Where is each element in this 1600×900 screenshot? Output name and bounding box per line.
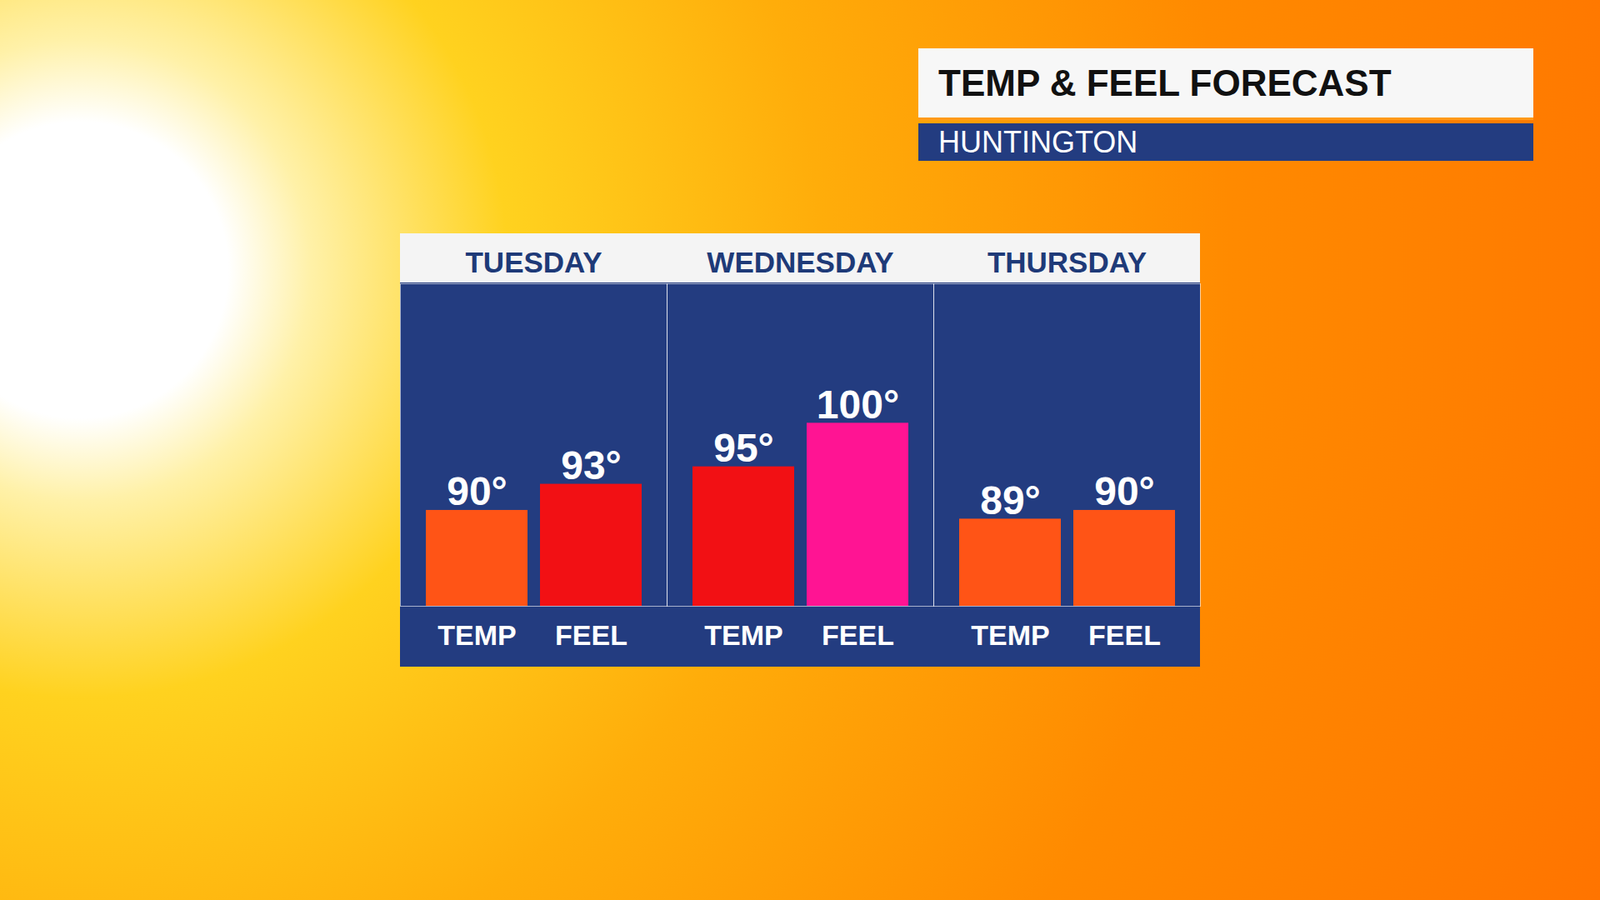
svg-text:FEEL: FEEL	[555, 619, 628, 651]
svg-text:100°: 100°	[816, 382, 900, 427]
svg-text:95°: 95°	[713, 425, 775, 470]
svg-text:THURSDAY: THURSDAY	[987, 245, 1147, 279]
svg-text:FEEL: FEEL	[1088, 619, 1161, 651]
svg-text:FEEL: FEEL	[821, 619, 895, 651]
html-text:HUNTINGTON: HUNTINGTON	[938, 124, 1138, 159]
svg-text:89°: 89°	[980, 478, 1041, 523]
svg-text:90°: 90°	[1094, 469, 1155, 514]
svg-text:TEMP: TEMP	[437, 619, 516, 651]
svg-text:WEDNESDAY: WEDNESDAY	[706, 245, 894, 279]
html-text:TEMP & FEEL FORECAST: TEMP & FEEL FORECAST	[938, 62, 1392, 103]
svg-text:TEMP: TEMP	[704, 619, 783, 651]
svg-text:90°: 90°	[446, 469, 508, 514]
svg-text:TUESDAY: TUESDAY	[465, 245, 602, 279]
svg-text:93°: 93°	[560, 443, 622, 488]
svg-text:TEMP: TEMP	[970, 619, 1050, 651]
